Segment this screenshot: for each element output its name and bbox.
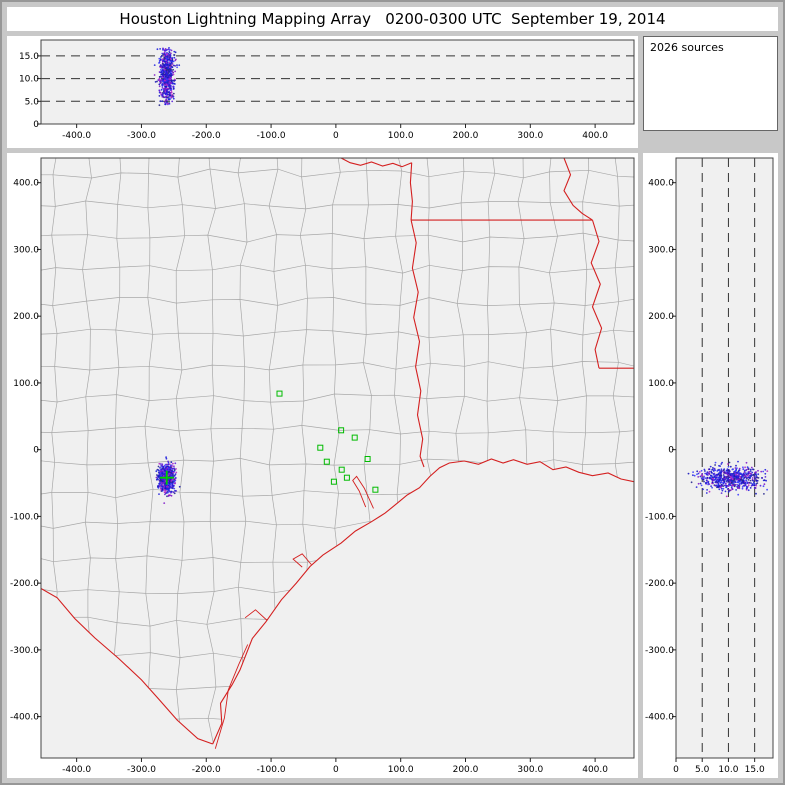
ew-altitude-axis-ticks: 15.0 10.0 5.0 0 (19, 52, 41, 130)
svg-text:0: 0 (33, 120, 39, 130)
svg-text:300.0: 300.0 (517, 131, 543, 141)
plot-background (676, 158, 773, 758)
plan-view-map-chart[interactable]: -400.0 -300.0 -200.0 -100.0 0 100.0 200.0 300.0… (7, 153, 638, 778)
svg-text:-200.0: -200.0 (192, 765, 221, 775)
svg-text:-400.0: -400.0 (10, 713, 39, 723)
svg-text:-200.0: -200.0 (645, 579, 674, 589)
svg-text:200.0: 200.0 (648, 312, 674, 322)
svg-text:400.0: 400.0 (13, 179, 39, 189)
svg-text:0: 0 (333, 765, 339, 775)
map-y-axis-ticks: 400.0 300.0 200.0 100.0 0 -100.0 -200.0 -300.0 -… (10, 179, 41, 723)
svg-text:-100.0: -100.0 (257, 765, 286, 775)
svg-text:300.0: 300.0 (517, 765, 543, 775)
svg-text:10.0: 10.0 (19, 75, 39, 85)
svg-text:-300.0: -300.0 (127, 765, 156, 775)
svg-text:300.0: 300.0 (13, 245, 39, 255)
svg-text:0: 0 (333, 131, 339, 141)
svg-text:100.0: 100.0 (388, 765, 414, 775)
flash-centroid-cross (159, 470, 174, 485)
svg-text:200.0: 200.0 (13, 312, 39, 322)
plan-view-panel: -400.0 -300.0 -200.0 -100.0 0 100.0 200.0 300.0… (7, 153, 638, 778)
page-title: Houston Lightning Mapping Array 0200-030… (7, 7, 778, 31)
ns-y-axis-ticks: 400.0 300.0 200.0 100.0 0 -100.0 -200.0 -300.0 -… (645, 179, 676, 723)
svg-text:100.0: 100.0 (13, 379, 39, 389)
svg-text:-100.0: -100.0 (10, 512, 39, 522)
svg-text:-400.0: -400.0 (645, 713, 674, 723)
plot-border (40, 157, 635, 759)
svg-text:-300.0: -300.0 (127, 131, 156, 141)
svg-text:0: 0 (33, 446, 39, 456)
ew-lightning-scatter (153, 47, 181, 107)
ew-altitude-panel: -400.0 -300.0 -200.0 -100.0 0 100.0 200.0 300.0… (7, 36, 638, 148)
sources-count-panel: 2026 sources (643, 36, 778, 131)
plot-border (675, 157, 774, 759)
ns-altitude-gridlines (701, 158, 756, 758)
svg-text:-300.0: -300.0 (645, 646, 674, 656)
ns-altitude-panel: 0 5.0 10.0 15.0 400.0 300.0 200.0 100.0 0 -100.0 -… (643, 153, 778, 778)
svg-text:-100.0: -100.0 (257, 131, 286, 141)
svg-text:100.0: 100.0 (388, 131, 414, 141)
svg-text:10.0: 10.0 (718, 765, 738, 775)
ew-x-axis-ticks: -400.0 -300.0 -200.0 -100.0 0 100.0 200.0 300.0… (62, 124, 608, 141)
plot-background (41, 40, 634, 124)
main-row: -400.0 -300.0 -200.0 -100.0 0 100.0 200.0 300.0… (7, 153, 778, 778)
ns-altitude-axis-ticks: 0 5.0 10.0 15.0 (673, 758, 765, 775)
svg-text:0: 0 (673, 765, 679, 775)
svg-text:-300.0: -300.0 (10, 646, 39, 656)
map-x-axis-ticks: -400.0 -300.0 -200.0 -100.0 0 100.0 200.0 300.0… (62, 758, 608, 775)
svg-text:15.0: 15.0 (745, 765, 765, 775)
ew-altitude-gridlines (41, 55, 634, 102)
svg-text:5.0: 5.0 (695, 765, 710, 775)
ns-altitude-chart[interactable]: 0 5.0 10.0 15.0 400.0 300.0 200.0 100.0 0 -100.0 -… (643, 153, 778, 778)
svg-text:-200.0: -200.0 (192, 131, 221, 141)
svg-text:200.0: 200.0 (453, 765, 479, 775)
plot-border (40, 39, 635, 125)
svg-text:200.0: 200.0 (453, 131, 479, 141)
svg-text:-400.0: -400.0 (62, 131, 91, 141)
plot-background (41, 158, 634, 758)
svg-text:5.0: 5.0 (25, 97, 40, 107)
ns-lightning-scatter (687, 460, 769, 498)
lma-station-markers (276, 390, 379, 493)
svg-text:-200.0: -200.0 (10, 579, 39, 589)
svg-text:400.0: 400.0 (648, 179, 674, 189)
sources-count-label: 2026 sources (650, 41, 724, 54)
svg-text:-400.0: -400.0 (62, 765, 91, 775)
state-and-coast-borders (41, 158, 634, 749)
svg-text:0: 0 (668, 446, 674, 456)
svg-text:400.0: 400.0 (582, 765, 608, 775)
svg-text:300.0: 300.0 (648, 245, 674, 255)
ew-altitude-chart[interactable]: -400.0 -300.0 -200.0 -100.0 0 100.0 200.0 300.0… (7, 36, 638, 148)
svg-text:15.0: 15.0 (19, 52, 39, 62)
svg-text:400.0: 400.0 (582, 131, 608, 141)
svg-text:-100.0: -100.0 (645, 512, 674, 522)
svg-text:100.0: 100.0 (648, 379, 674, 389)
top-row: -400.0 -300.0 -200.0 -100.0 0 100.0 200.0 300.0… (7, 36, 778, 148)
